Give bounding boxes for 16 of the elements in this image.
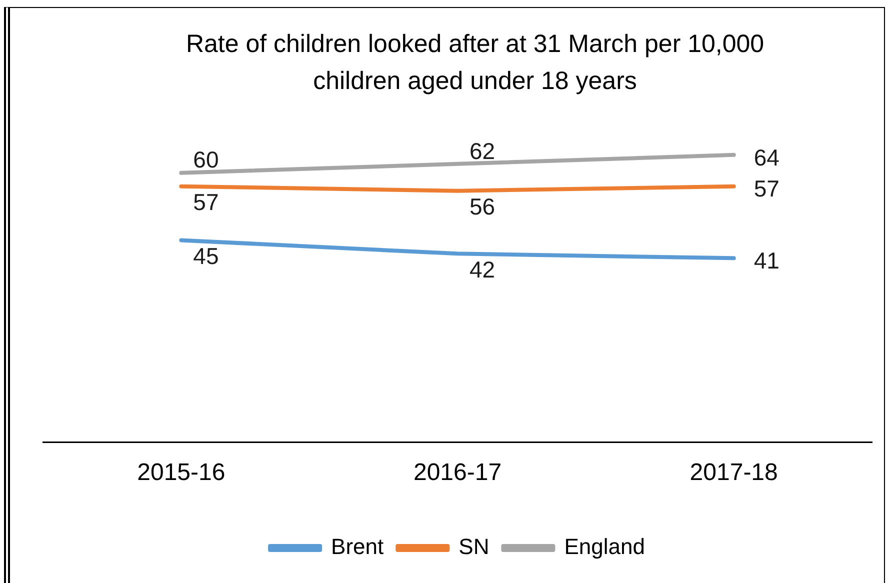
- data-label: 64: [754, 144, 780, 170]
- x-tick-label: 2017-18: [690, 459, 778, 486]
- legend-label: SN: [458, 534, 490, 560]
- data-label: 62: [470, 138, 496, 164]
- data-label: 60: [193, 146, 219, 173]
- data-label: 57: [193, 189, 219, 216]
- data-label: 56: [470, 194, 496, 220]
- x-tick-label: 2016-17: [413, 459, 502, 486]
- chart-title: Rate of children looked after at 31 March per 10,000 children aged under 18 years: [184, 29, 766, 97]
- legend-label: England: [564, 534, 645, 560]
- legend-label: Brent: [331, 534, 384, 560]
- data-label: 57: [754, 176, 780, 202]
- data-label: 42: [470, 256, 496, 283]
- data-label: 41: [754, 248, 780, 274]
- data-label: 45: [193, 243, 219, 270]
- x-tick-label: 2015-16: [137, 459, 226, 486]
